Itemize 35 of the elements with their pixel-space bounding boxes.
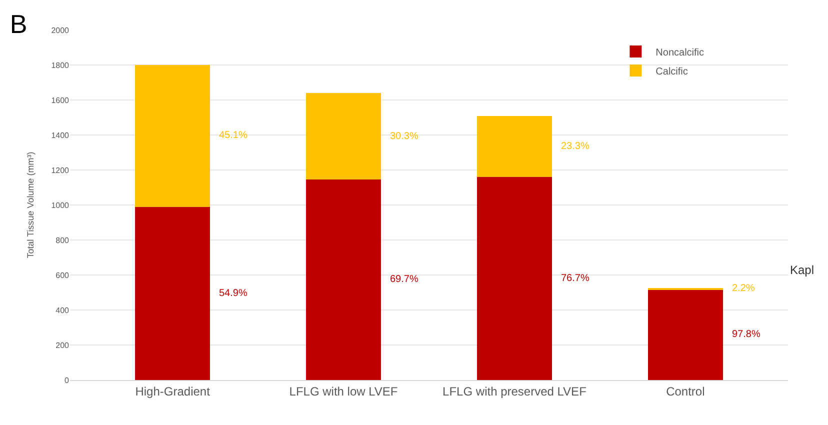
y-tick-label: 1200 (51, 166, 70, 175)
annotation: 76.7% (561, 273, 590, 284)
annotation: 45.1% (219, 130, 248, 141)
bar (306, 180, 382, 380)
y-tick-label: 1400 (51, 130, 70, 140)
bar (306, 93, 382, 180)
y-tick-label: 1800 (51, 60, 70, 70)
bar (648, 290, 724, 380)
y-tick-label: 0 (64, 376, 70, 385)
text: Kapl (790, 263, 814, 277)
x-tick-label: Control (666, 384, 705, 398)
annotation: 23.3% (561, 141, 590, 152)
x-tick-label: LFLG with low LVEF (289, 384, 398, 398)
y-tick-label: 1000 (51, 200, 70, 210)
y-tick-label: 2000 (51, 26, 70, 35)
y-axis-title: Total Tissue Volume (mm³) (26, 152, 36, 258)
y-tick-label: 800 (56, 236, 70, 245)
y-tick-label: 200 (56, 340, 70, 350)
x-tick-label: LFLG with preserved LVEF (442, 384, 586, 398)
chart-title: B (10, 9, 28, 40)
legend-label: Noncalcific (656, 47, 704, 58)
annotation: 54.9% (219, 288, 248, 299)
bar (476, 116, 552, 177)
bar (134, 206, 210, 380)
annotation: 2.2% (732, 283, 755, 294)
annotation: 69.7% (390, 274, 418, 285)
y-tick-label: 400 (56, 306, 70, 315)
annotation: 97.8% (732, 329, 760, 340)
y-tick-label: 600 (56, 270, 70, 280)
annotation: 30.3% (390, 131, 418, 142)
legend-label: Calcific (656, 66, 688, 78)
y-tick-label: 1600 (51, 96, 70, 105)
bar (476, 177, 552, 380)
x-tick-label: High-Gradient (135, 384, 211, 398)
bar (134, 65, 210, 207)
